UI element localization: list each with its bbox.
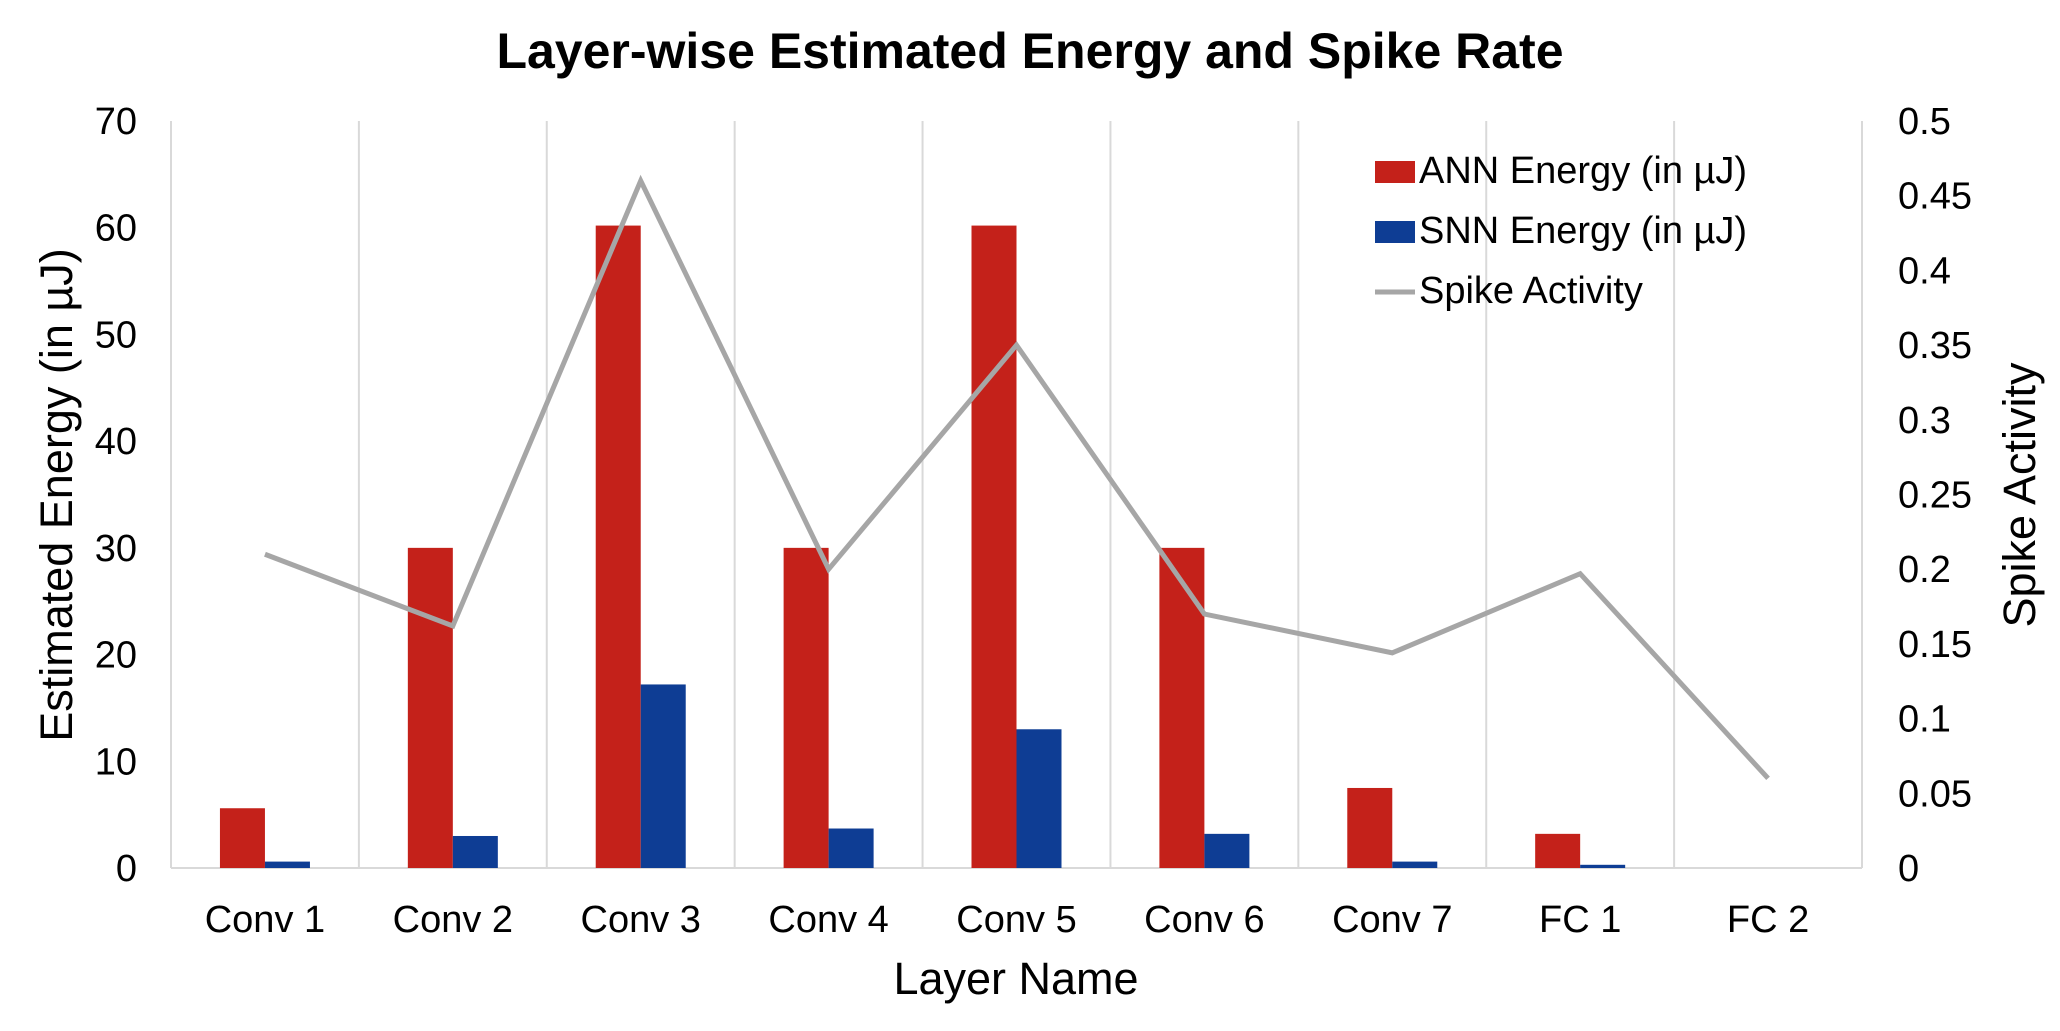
bar-ann <box>783 547 829 868</box>
legend-label: Spike Activity <box>1419 270 1643 312</box>
legend-label: ANN Energy (in µJ) <box>1419 150 1747 192</box>
bar-snn <box>264 861 310 868</box>
bar-snn <box>1016 729 1062 868</box>
spike-activity-line <box>264 174 1770 781</box>
legend-label: SNN Energy (in µJ) <box>1419 210 1747 252</box>
x-tick-label: Conv 4 <box>768 899 888 941</box>
y-tick-label: 60 <box>95 208 137 250</box>
y2-tick-label: 0.25 <box>1898 475 1972 517</box>
bar-ann <box>407 547 453 868</box>
legend-swatch-snn <box>1375 221 1415 243</box>
x-tick-label: FC 1 <box>1539 899 1621 941</box>
y-tick-label: 30 <box>95 528 137 570</box>
bar-snn <box>452 835 498 868</box>
bar-snn <box>1204 833 1250 868</box>
x-tick-label: Conv 2 <box>393 899 513 941</box>
y-tick-label: 0 <box>116 848 137 890</box>
y2-tick-label: 0.45 <box>1898 176 1972 218</box>
bar-snn <box>1580 864 1626 868</box>
x-axis-label: Layer Name <box>893 953 1138 1004</box>
x-axis-ticks: Conv 1 Conv 2 Conv 3 Conv 4 Conv 5 Conv 6 Conv… <box>205 899 1809 941</box>
bar-ann <box>1347 787 1393 868</box>
x-tick-label: Conv 1 <box>205 899 325 941</box>
y2-axis-label: Spike Activity <box>1994 362 2045 628</box>
right-axis-ticks: 0 0.05 0.1 0.15 0.2 0.25 0.3 0.35 0.4 0.45 0.5 <box>1898 101 1972 890</box>
y2-tick-label: 0.05 <box>1898 773 1972 815</box>
y-tick-label: 40 <box>95 421 137 463</box>
y-tick-label: 70 <box>95 101 137 143</box>
bar-ann <box>971 225 1017 868</box>
bar-ann <box>595 225 641 868</box>
spike-line <box>264 174 1770 781</box>
legend: ANN Energy (in µJ) SNN Energy (in µJ) Spik… <box>1375 150 1747 312</box>
y2-tick-label: 0.35 <box>1898 325 1972 367</box>
y2-tick-label: 0.4 <box>1898 250 1951 292</box>
y-tick-label: 50 <box>95 314 137 356</box>
x-tick-label: Conv 7 <box>1332 899 1452 941</box>
x-tick-label: Conv 6 <box>1144 899 1264 941</box>
y2-tick-label: 0.15 <box>1898 624 1972 666</box>
legend-swatch-ann <box>1375 161 1415 183</box>
y2-tick-label: 0.2 <box>1898 549 1951 591</box>
y2-tick-label: 0.5 <box>1898 101 1951 143</box>
bar-ann <box>219 808 265 868</box>
x-tick-label: Conv 5 <box>956 899 1076 941</box>
bar-snn <box>828 828 874 868</box>
y-tick-label: 20 <box>95 635 137 677</box>
x-tick-label: FC 2 <box>1727 899 1809 941</box>
bars <box>219 225 1626 868</box>
bar-ann <box>1159 547 1205 868</box>
bar-snn <box>1392 861 1438 868</box>
y2-tick-label: 0.1 <box>1898 699 1951 741</box>
y-tick-label: 10 <box>95 741 137 783</box>
chart-title: Layer-wise Estimated Energy and Spike Ra… <box>496 23 1563 79</box>
x-tick-label: Conv 3 <box>581 899 701 941</box>
y2-tick-label: 0 <box>1898 848 1919 890</box>
y2-tick-label: 0.3 <box>1898 400 1951 442</box>
bar-snn <box>640 684 686 868</box>
y-axis-label: Estimated Energy (in µJ) <box>31 248 82 742</box>
bar-ann <box>1535 833 1581 868</box>
left-axis-ticks: 0 10 20 30 40 50 60 70 <box>95 101 137 890</box>
